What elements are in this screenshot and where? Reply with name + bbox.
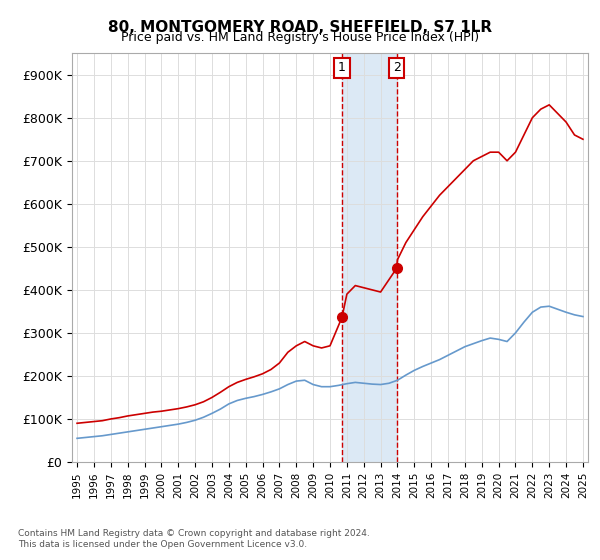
Text: 1: 1 [338,62,346,74]
Text: 80, MONTGOMERY ROAD, SHEFFIELD, S7 1LR: 80, MONTGOMERY ROAD, SHEFFIELD, S7 1LR [108,20,492,35]
Text: 2: 2 [392,62,401,74]
Text: Contains HM Land Registry data © Crown copyright and database right 2024.
This d: Contains HM Land Registry data © Crown c… [18,529,370,549]
Text: Price paid vs. HM Land Registry's House Price Index (HPI): Price paid vs. HM Land Registry's House … [121,31,479,44]
Bar [342,53,397,462]
